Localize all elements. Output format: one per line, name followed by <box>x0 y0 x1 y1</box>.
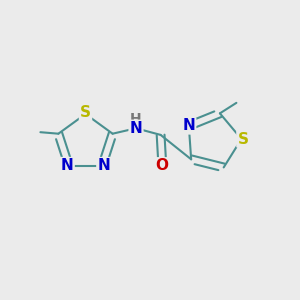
Text: O: O <box>156 158 169 173</box>
Text: N: N <box>98 158 110 173</box>
Text: N: N <box>182 118 195 134</box>
Text: H: H <box>130 112 142 126</box>
Text: N: N <box>130 121 142 136</box>
Text: S: S <box>80 105 91 120</box>
Text: S: S <box>237 131 248 146</box>
Text: N: N <box>61 158 74 173</box>
